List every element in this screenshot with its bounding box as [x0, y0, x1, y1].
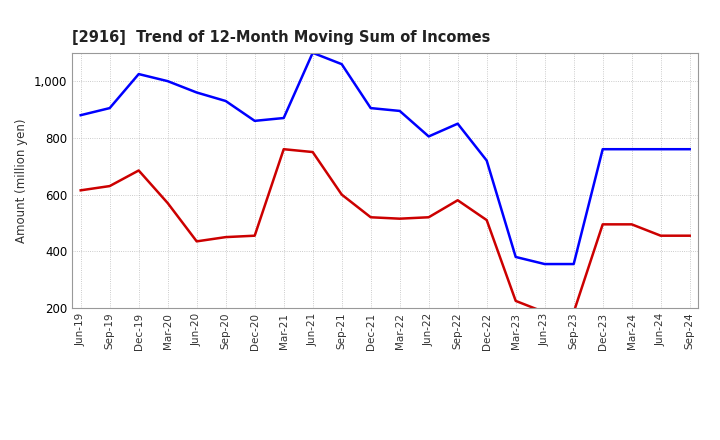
Ordinary Income: [454, 121, 462, 126]
Ordinary Income: [366, 106, 375, 111]
Y-axis label: Amount (million yen): Amount (million yen): [15, 118, 28, 242]
Net Income: [192, 239, 201, 244]
Ordinary Income: [221, 99, 230, 104]
Ordinary Income: [657, 147, 665, 152]
Net Income: [685, 233, 694, 238]
Net Income: [657, 233, 665, 238]
Net Income: [511, 298, 520, 304]
Net Income: [627, 222, 636, 227]
Ordinary Income: [511, 254, 520, 260]
Net Income: [482, 217, 491, 223]
Ordinary Income: [685, 147, 694, 152]
Ordinary Income: [135, 71, 143, 77]
Net Income: [570, 310, 578, 315]
Ordinary Income: [570, 261, 578, 267]
Ordinary Income: [105, 106, 114, 111]
Net Income: [105, 183, 114, 189]
Legend: Ordinary Income, Net Income: Ordinary Income, Net Income: [238, 437, 532, 440]
Net Income: [279, 147, 288, 152]
Ordinary Income: [76, 113, 85, 118]
Ordinary Income: [163, 78, 172, 84]
Text: [2916]  Trend of 12-Month Moving Sum of Incomes: [2916] Trend of 12-Month Moving Sum of I…: [72, 29, 490, 45]
Ordinary Income: [627, 147, 636, 152]
Net Income: [366, 215, 375, 220]
Ordinary Income: [598, 147, 607, 152]
Line: Net Income: Net Income: [81, 149, 690, 312]
Net Income: [135, 168, 143, 173]
Ordinary Income: [541, 261, 549, 267]
Net Income: [308, 150, 317, 155]
Net Income: [541, 310, 549, 315]
Ordinary Income: [424, 134, 433, 139]
Ordinary Income: [279, 115, 288, 121]
Net Income: [76, 188, 85, 193]
Net Income: [454, 198, 462, 203]
Net Income: [221, 235, 230, 240]
Ordinary Income: [395, 108, 404, 114]
Ordinary Income: [192, 90, 201, 95]
Net Income: [395, 216, 404, 221]
Ordinary Income: [338, 62, 346, 67]
Net Income: [251, 233, 259, 238]
Line: Ordinary Income: Ordinary Income: [81, 53, 690, 264]
Net Income: [424, 215, 433, 220]
Net Income: [338, 192, 346, 197]
Net Income: [598, 222, 607, 227]
Ordinary Income: [482, 158, 491, 163]
Ordinary Income: [251, 118, 259, 124]
Net Income: [163, 201, 172, 206]
Ordinary Income: [308, 50, 317, 55]
